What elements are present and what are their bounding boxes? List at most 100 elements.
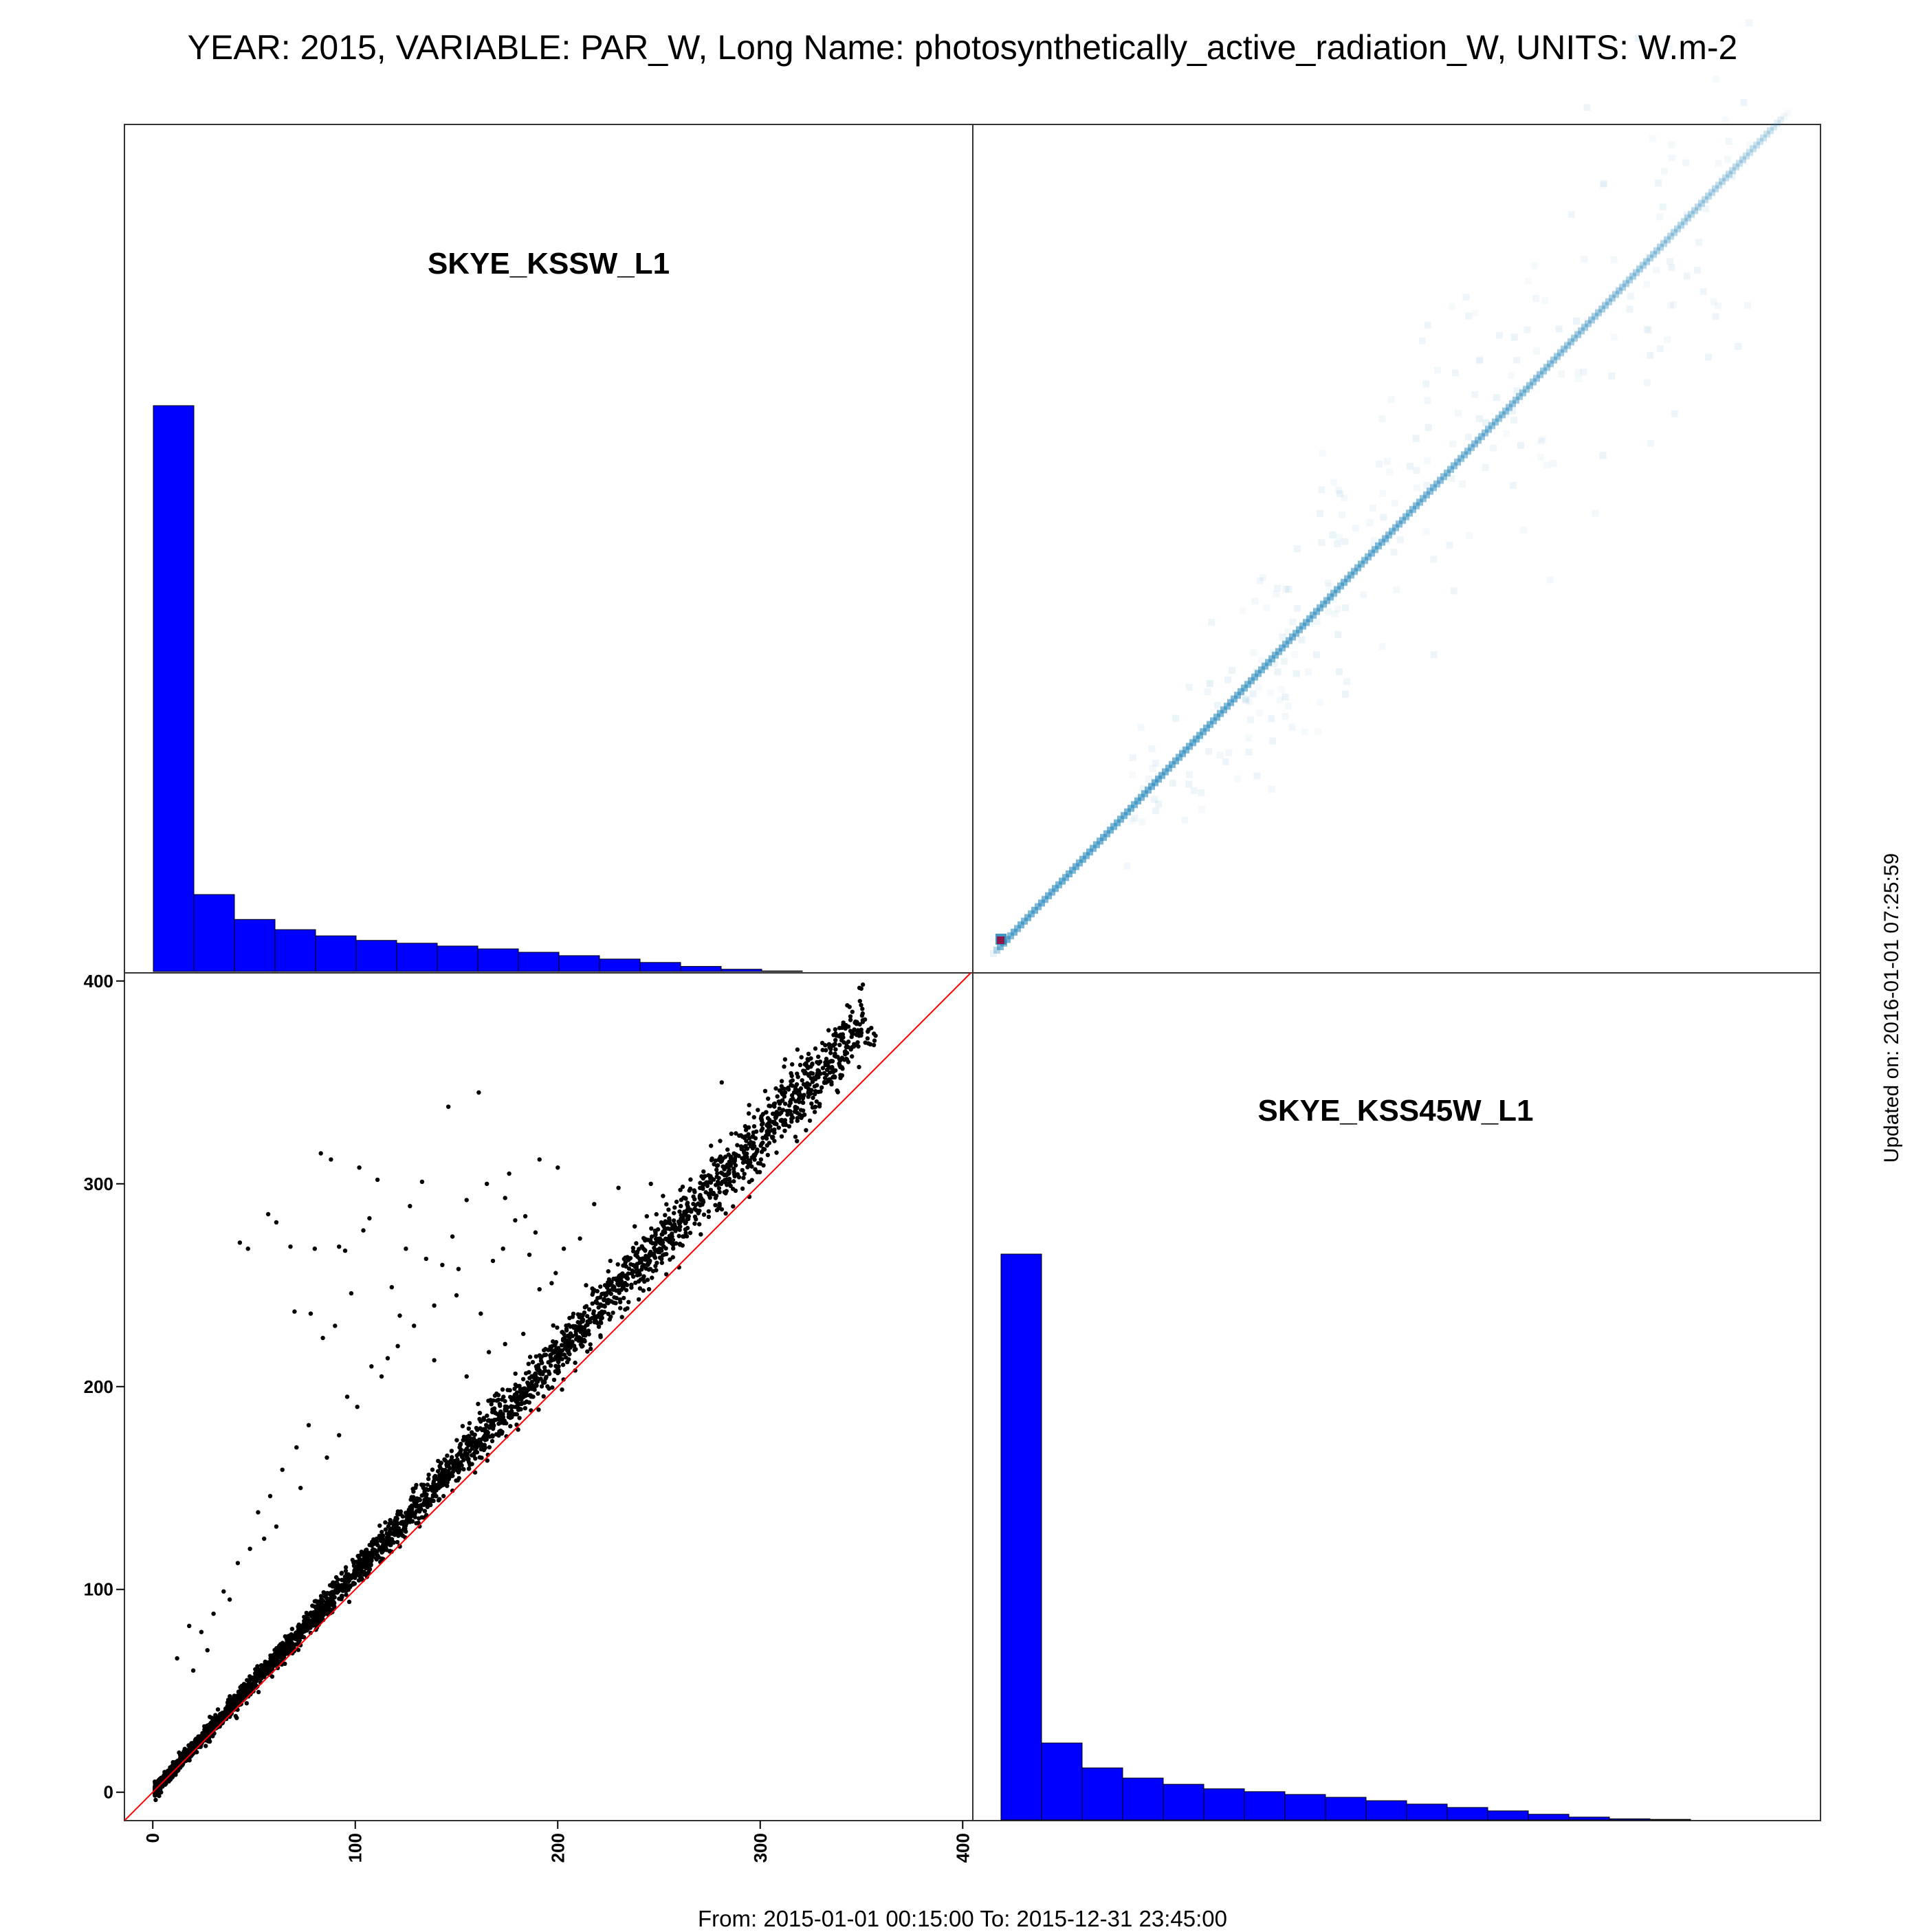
density-cell — [1213, 714, 1220, 721]
density-cell — [1224, 702, 1231, 710]
density-cell — [1317, 605, 1323, 612]
density-cell — [1079, 855, 1086, 863]
scatter-point — [706, 1180, 711, 1185]
density-cell — [1424, 321, 1431, 329]
histogram-top-left-bar — [315, 935, 357, 972]
density-cell — [1451, 462, 1458, 470]
density-cell — [1485, 425, 1492, 432]
scatter-point — [685, 1202, 690, 1207]
scatter-point — [466, 1426, 471, 1431]
density-cell — [1488, 421, 1495, 429]
density-cell — [1258, 666, 1265, 674]
scatter-point — [818, 1089, 823, 1094]
density-cell — [1493, 394, 1500, 402]
density-cell — [1558, 370, 1565, 377]
density-cell — [1760, 133, 1767, 141]
density-cell — [1475, 436, 1482, 443]
density-cell — [1275, 648, 1282, 655]
density-cell — [1575, 375, 1583, 382]
density-cell — [1671, 410, 1678, 417]
scatter-point — [680, 1184, 685, 1189]
scatter-point — [716, 1205, 721, 1211]
density-cell — [1165, 765, 1172, 773]
scatter-point — [182, 1746, 187, 1751]
histogram-top-left-bar — [720, 969, 762, 972]
density-cell — [1568, 338, 1574, 346]
density-cell — [1506, 404, 1512, 411]
scatter-point — [733, 1188, 738, 1194]
x-axis-ticks: 0 100 200 300 400 — [142, 1821, 973, 1863]
scatter-point — [659, 1260, 664, 1265]
density-cell — [1385, 532, 1392, 539]
scatter-point — [742, 1158, 747, 1163]
scatter-point — [306, 1618, 311, 1623]
scatter-point — [717, 1201, 722, 1207]
density-cell — [1653, 248, 1660, 254]
density-cell — [1557, 349, 1564, 356]
scatter-outlier — [616, 1185, 621, 1190]
scatter-point — [422, 1508, 428, 1513]
scatter-point — [800, 1078, 804, 1083]
scatter-point — [833, 1054, 838, 1059]
density-cell — [1319, 450, 1326, 457]
scatter-point — [833, 1047, 838, 1052]
density-cell — [1447, 465, 1454, 473]
density-cell — [1270, 660, 1278, 668]
density-cell — [1086, 848, 1093, 855]
density-cell — [1014, 925, 1021, 932]
histogram-bottom-right-bar — [1163, 1783, 1204, 1821]
scatter-outlier — [367, 1216, 372, 1221]
density-cell — [1430, 483, 1437, 491]
density-cell — [1393, 586, 1400, 593]
scatter-point — [293, 1634, 298, 1639]
scatter-outlier — [342, 1248, 348, 1253]
scatter-point — [563, 1340, 568, 1346]
density-cell — [1413, 467, 1420, 474]
scatter-point — [243, 1687, 248, 1692]
scatter-outlier — [419, 1179, 425, 1185]
scatter-point — [789, 1079, 793, 1084]
density-cell — [1210, 717, 1217, 725]
density-cell — [1451, 463, 1458, 470]
density-cell — [1649, 135, 1656, 142]
density-cell — [1647, 351, 1654, 359]
density-cell — [1292, 629, 1299, 637]
scatter-point — [738, 1133, 744, 1138]
scatter-point — [517, 1416, 522, 1420]
density-cell — [1728, 173, 1736, 180]
density-cell — [1712, 186, 1719, 193]
density-cell — [1571, 335, 1578, 342]
scatter-point — [404, 1511, 408, 1515]
scatter-point — [849, 1034, 854, 1040]
scatter-point — [520, 1391, 525, 1396]
density-cell — [1517, 441, 1524, 449]
density-cell — [1746, 149, 1753, 156]
density-cells — [990, 19, 1791, 957]
density-cell — [1275, 648, 1282, 655]
scatter-point — [416, 1520, 421, 1525]
scatter-point — [334, 1588, 339, 1593]
scatter-point — [543, 1376, 548, 1381]
density-cell — [1508, 371, 1515, 379]
density-cell — [1571, 334, 1578, 341]
scatter-point — [770, 1111, 776, 1117]
density-cell — [1076, 859, 1083, 867]
density-cell — [1413, 484, 1420, 492]
scatter-outlier — [632, 1224, 637, 1229]
scatter-outlier — [644, 1214, 649, 1219]
density-cell — [1458, 454, 1464, 462]
density-cell — [1392, 524, 1399, 531]
density-cell — [1004, 935, 1011, 943]
scatter-point — [869, 1026, 874, 1031]
scatter-point — [856, 1044, 861, 1049]
scatter-point — [527, 1354, 533, 1359]
density-cell — [1447, 465, 1454, 472]
density-cell — [1499, 411, 1506, 419]
scatter-point — [500, 1387, 505, 1392]
scatter-point — [840, 1066, 845, 1071]
scatter-point — [750, 1134, 755, 1139]
density-cell — [1114, 819, 1121, 826]
density-cell — [1289, 634, 1296, 641]
